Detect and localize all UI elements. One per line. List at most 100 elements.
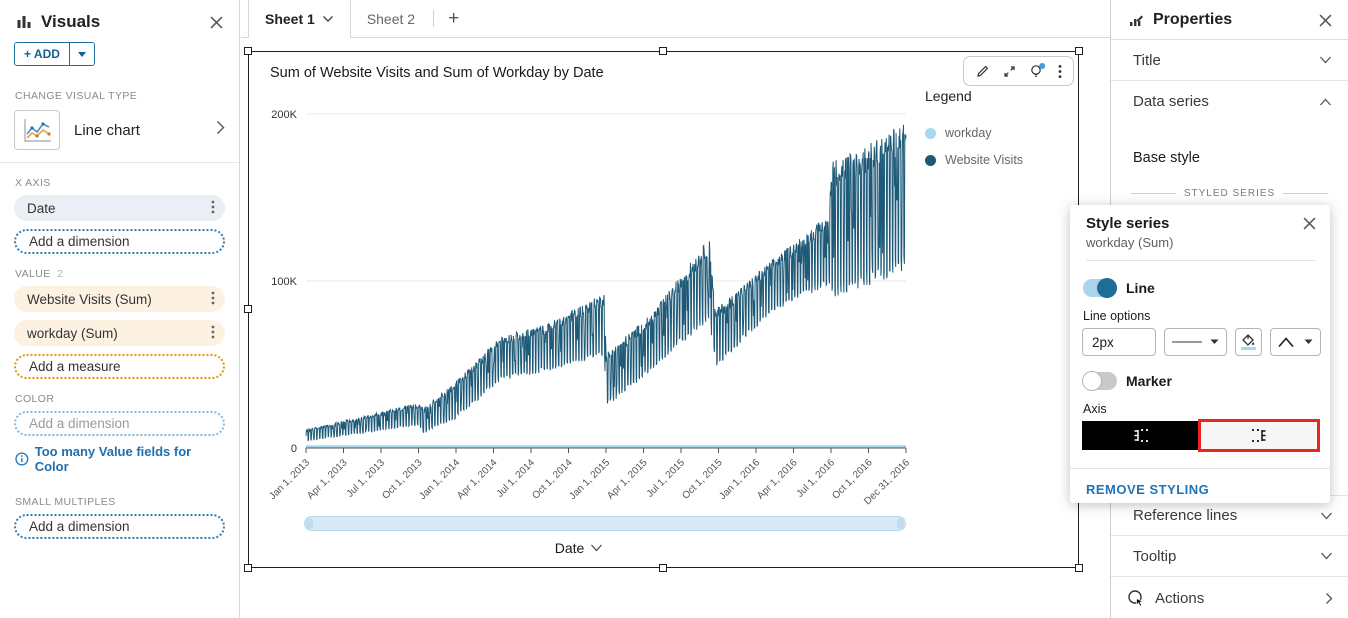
resize-handle-nw[interactable] (244, 47, 252, 55)
y-tick-label: 0 (291, 443, 297, 455)
legend-item-website-visits[interactable]: Website Visits (925, 153, 1075, 167)
chart-title: Sum of Website Visits and Sum of Workday… (270, 65, 604, 81)
line-color-picker-button[interactable] (1235, 328, 1262, 356)
chevron-down-icon (1320, 56, 1331, 64)
color-add-dimension-dropzone[interactable]: Add a dimension (14, 411, 225, 436)
remove-styling-link[interactable]: REMOVE STYLING (1086, 482, 1210, 497)
line-shape-dropdown[interactable] (1270, 328, 1321, 356)
tab-sheet-1[interactable]: Sheet 1 (248, 0, 351, 38)
color-section-label: COLOR (15, 393, 55, 405)
add-sheet-button[interactable]: + (448, 7, 460, 29)
chevron-down-icon[interactable] (322, 15, 334, 23)
properties-row-tooltip[interactable]: Tooltip (1111, 536, 1348, 577)
styled-series-separator: STYLED SERIES (1131, 188, 1328, 199)
x-tick-label: Apr 1, 2015 (605, 457, 650, 502)
line-toggle[interactable] (1083, 278, 1117, 298)
kebab-menu-icon[interactable] (211, 324, 215, 343)
value-add-measure-dropzone[interactable]: Add a measure (14, 354, 225, 379)
resize-handle-w[interactable] (244, 305, 252, 313)
x-axis-scrollbar[interactable] (304, 516, 906, 531)
x-axis-section-label: X AXIS (15, 177, 51, 189)
value-field-website-visits[interactable]: Website Visits (Sum) (14, 286, 225, 312)
visual-toolbar (963, 56, 1074, 86)
sheet-canvas: Sheet 1 Sheet 2 + Sum of Website Visits … (241, 0, 1110, 618)
visual-type-name: Line chart (74, 121, 140, 139)
kebab-menu-icon[interactable] (211, 290, 215, 309)
properties-row-title[interactable]: Title (1111, 40, 1348, 81)
visuals-panel-title: Visuals (41, 12, 101, 31)
properties-row-data-series[interactable]: Data series (1111, 81, 1348, 122)
right-axis-button-highlighted[interactable] (1198, 419, 1320, 452)
left-axis-icon (1134, 429, 1148, 442)
visual-type-row: Line chart (0, 108, 239, 163)
marker-toggle[interactable] (1082, 371, 1117, 391)
properties-panel-title: Properties (1153, 11, 1233, 28)
add-visual-caret-button[interactable] (68, 43, 94, 65)
resize-handle-se[interactable] (1075, 564, 1083, 572)
scrollbar-left-handle[interactable] (306, 518, 313, 529)
popup-title: Style series (1086, 215, 1170, 232)
y-tick-label: 100K (271, 276, 297, 288)
legend-swatch (925, 154, 936, 166)
line-style-dropdown[interactable] (1164, 328, 1227, 356)
x-axis-title[interactable]: Date (249, 540, 909, 556)
x-axis-add-dimension-dropzone[interactable]: Add a dimension (14, 229, 225, 254)
close-icon[interactable] (1317, 12, 1334, 29)
popup-divider (1070, 468, 1330, 469)
legend-item-workday[interactable]: workday (925, 126, 1075, 140)
axis-segmented-control (1082, 419, 1330, 452)
kebab-menu-icon[interactable] (1053, 61, 1067, 82)
resize-handle-ne[interactable] (1075, 47, 1083, 55)
value-field-count: 2 (57, 268, 64, 280)
close-icon[interactable] (1301, 215, 1318, 232)
kebab-menu-icon[interactable] (211, 199, 215, 218)
small-multiples-add-dimension-dropzone[interactable]: Add a dimension (14, 514, 225, 539)
legend-swatch (925, 127, 936, 139)
resize-handle-sw[interactable] (244, 564, 252, 572)
maximize-icon[interactable] (997, 61, 1022, 82)
left-axis-button[interactable] (1082, 421, 1200, 450)
resize-handle-n[interactable] (659, 47, 667, 55)
notification-dot (1039, 63, 1046, 69)
chevron-right-icon[interactable] (216, 120, 225, 140)
close-icon[interactable] (208, 14, 225, 31)
value-field-workday[interactable]: workday (Sum) (14, 320, 225, 346)
caret-down-icon (1210, 339, 1219, 344)
line-chart-widget[interactable]: Sum of Website Visits and Sum of Workday… (244, 47, 1083, 572)
chevron-up-icon (1320, 98, 1331, 105)
resize-handle-s[interactable] (659, 564, 667, 572)
bar-chart-icon (17, 16, 31, 28)
chevron-right-icon (1326, 592, 1333, 604)
change-visual-type-label: CHANGE VISUAL TYPE (15, 90, 138, 102)
line-width-input[interactable]: 2px (1082, 328, 1156, 356)
insights-bulb-icon[interactable] (1024, 60, 1051, 82)
style-series-popup: Style series workday (Sum) Line Line opt… (1070, 205, 1330, 503)
popup-subtitle: workday (Sum) (1086, 235, 1316, 261)
chevron-down-icon (1321, 552, 1332, 560)
add-visual-button[interactable]: + ADD (15, 43, 69, 65)
value-section-label: VALUE 2 (15, 268, 64, 280)
chevron-down-icon (1321, 512, 1332, 519)
scrollbar-right-handle[interactable] (897, 518, 904, 529)
chevron-down-icon (591, 544, 603, 552)
line-shape-icon (1278, 336, 1294, 347)
pencil-icon[interactable] (970, 61, 995, 82)
x-axis-field-date[interactable]: Date (14, 195, 225, 221)
selected-color-bar (1241, 347, 1256, 350)
line-chart-type-icon[interactable] (14, 110, 60, 150)
solid-line-sample (1172, 341, 1202, 343)
add-visual-button-group: + ADD (14, 42, 95, 66)
color-warning: Too many Value fields for Color (15, 444, 225, 474)
base-style-label[interactable]: Base style (1133, 150, 1200, 166)
legend-title: Legend (925, 88, 972, 104)
chart-legend: Legend workday Website Visits (925, 88, 1075, 180)
series-website-visits[interactable] (305, 124, 907, 442)
x-tick-label: Apr 1, 2014 (455, 457, 500, 502)
tab-sheet-2[interactable]: Sheet 2 (366, 10, 416, 27)
marker-toggle-label: Marker (1126, 373, 1172, 389)
properties-row-actions[interactable]: Actions (1111, 577, 1348, 618)
paint-bucket-icon (1242, 334, 1255, 346)
x-tick-label: Apr 1, 2016 (755, 457, 800, 502)
